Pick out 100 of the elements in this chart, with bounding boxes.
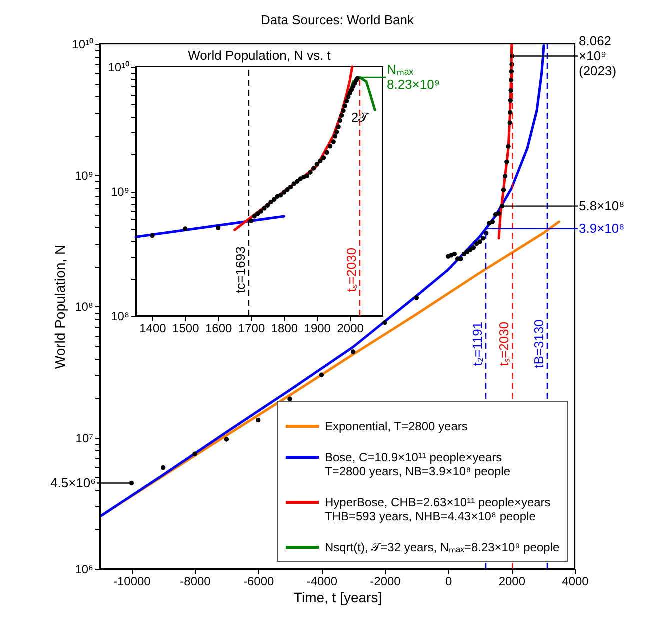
point — [331, 140, 336, 144]
x-tick-label: 1600 — [205, 322, 233, 336]
ref-line-label: tₛ=2030 — [344, 248, 359, 292]
point — [346, 94, 351, 100]
point — [278, 193, 284, 198]
point — [295, 179, 300, 184]
point — [150, 234, 155, 238]
x-tick-label: 1700 — [238, 322, 266, 336]
x-tick-label: 4000 — [562, 574, 590, 588]
annotation: 4.5×10⁶ — [50, 475, 96, 490]
point — [509, 69, 514, 74]
x-tick-label: -6000 — [243, 574, 274, 588]
point — [288, 185, 294, 190]
point — [509, 78, 514, 83]
point — [414, 296, 420, 300]
point — [348, 90, 352, 96]
point — [452, 252, 458, 257]
point — [304, 174, 310, 178]
point — [292, 182, 296, 186]
x-tick-label: 1900 — [304, 322, 332, 336]
annotation: 8.062 ×10⁹ (2023) — [579, 33, 617, 78]
point — [334, 130, 340, 134]
annotation: 5.8×10⁸ — [579, 198, 625, 214]
point — [256, 212, 260, 216]
point — [339, 113, 344, 118]
point — [224, 437, 230, 442]
point — [480, 236, 486, 241]
x-tick-label: 2000 — [498, 574, 526, 588]
point — [344, 98, 350, 104]
x-tick-label: 1500 — [172, 322, 200, 336]
legend-label: HyperBose, CHB=2.63×10¹¹ people×years THB=593 years, NHB=4.43×10⁸ people — [325, 496, 551, 524]
point — [462, 252, 467, 257]
point — [311, 166, 316, 171]
x-tick-label: -2000 — [370, 574, 402, 588]
point — [508, 88, 514, 94]
point — [248, 218, 254, 224]
point — [160, 465, 166, 470]
point — [252, 214, 257, 219]
point — [319, 372, 324, 378]
point — [341, 108, 346, 114]
point — [350, 350, 356, 354]
point — [183, 226, 188, 232]
chart-title: World Population, N vs. t — [188, 48, 332, 63]
annotation: Nₘₐₓ 8.23×10⁹ — [387, 62, 440, 92]
x-tick-label: 1400 — [140, 322, 167, 336]
point — [308, 170, 313, 175]
x-axis-title: Time, t [years] — [294, 590, 382, 606]
point — [321, 156, 326, 160]
y-tick-label: 10¹⁰ — [72, 38, 94, 52]
point — [336, 124, 341, 130]
point — [508, 120, 512, 126]
point — [478, 240, 482, 244]
point — [262, 206, 267, 211]
point — [342, 104, 348, 108]
point — [490, 220, 496, 224]
point — [216, 226, 221, 230]
ref-line-label: tB=3130 — [531, 320, 546, 368]
point — [268, 200, 274, 205]
x-tick-label: 1800 — [271, 322, 298, 336]
point — [318, 158, 323, 164]
point — [506, 144, 511, 150]
y-tick-label: 10⁸ — [111, 310, 130, 324]
point — [468, 248, 473, 252]
point — [265, 203, 270, 208]
ref-line-label: t₂=1191 — [470, 322, 486, 366]
point — [504, 160, 510, 164]
x-tick-label: 2000 — [337, 322, 364, 336]
legend-label: Exponential, T=2800 years — [325, 420, 468, 434]
y-axis-title: World Population, N — [52, 244, 68, 370]
point — [458, 256, 464, 262]
annotation: 3.9×10⁸ — [579, 220, 625, 236]
y-tick-label: 10⁶ — [75, 562, 94, 576]
line-series — [234, 66, 354, 232]
y-tick-label: 10⁹ — [111, 185, 130, 199]
y-tick-label: 10⁹ — [75, 168, 94, 183]
point — [382, 320, 388, 326]
point — [258, 209, 264, 214]
point — [508, 98, 514, 104]
point — [508, 110, 513, 115]
x-tick-label: -4000 — [306, 574, 338, 588]
legend-label: Nsqrt(t), 𝒯=32 years, Nₘₐₓ=8.23×10⁹ people — [325, 540, 560, 554]
annotation: 2𝒯 — [351, 110, 371, 125]
point — [338, 118, 343, 124]
ref-line-label: tc=1693 — [232, 246, 248, 294]
y-tick-label: 10¹⁰ — [108, 60, 130, 74]
point — [272, 197, 277, 202]
y-tick-label: 10⁷ — [76, 431, 94, 446]
y-tick-label: 10⁸ — [75, 300, 94, 314]
x-tick-label: -10000 — [113, 574, 152, 588]
point — [285, 188, 290, 192]
point — [192, 452, 198, 456]
point — [314, 162, 320, 167]
ref-line-label: tₛ=2030 — [496, 322, 512, 366]
point — [288, 396, 292, 402]
point — [471, 245, 476, 250]
point — [501, 188, 506, 192]
point — [332, 134, 338, 139]
point — [324, 150, 330, 156]
chart-title: Data Sources: World Bank — [261, 12, 414, 28]
point — [256, 418, 261, 423]
